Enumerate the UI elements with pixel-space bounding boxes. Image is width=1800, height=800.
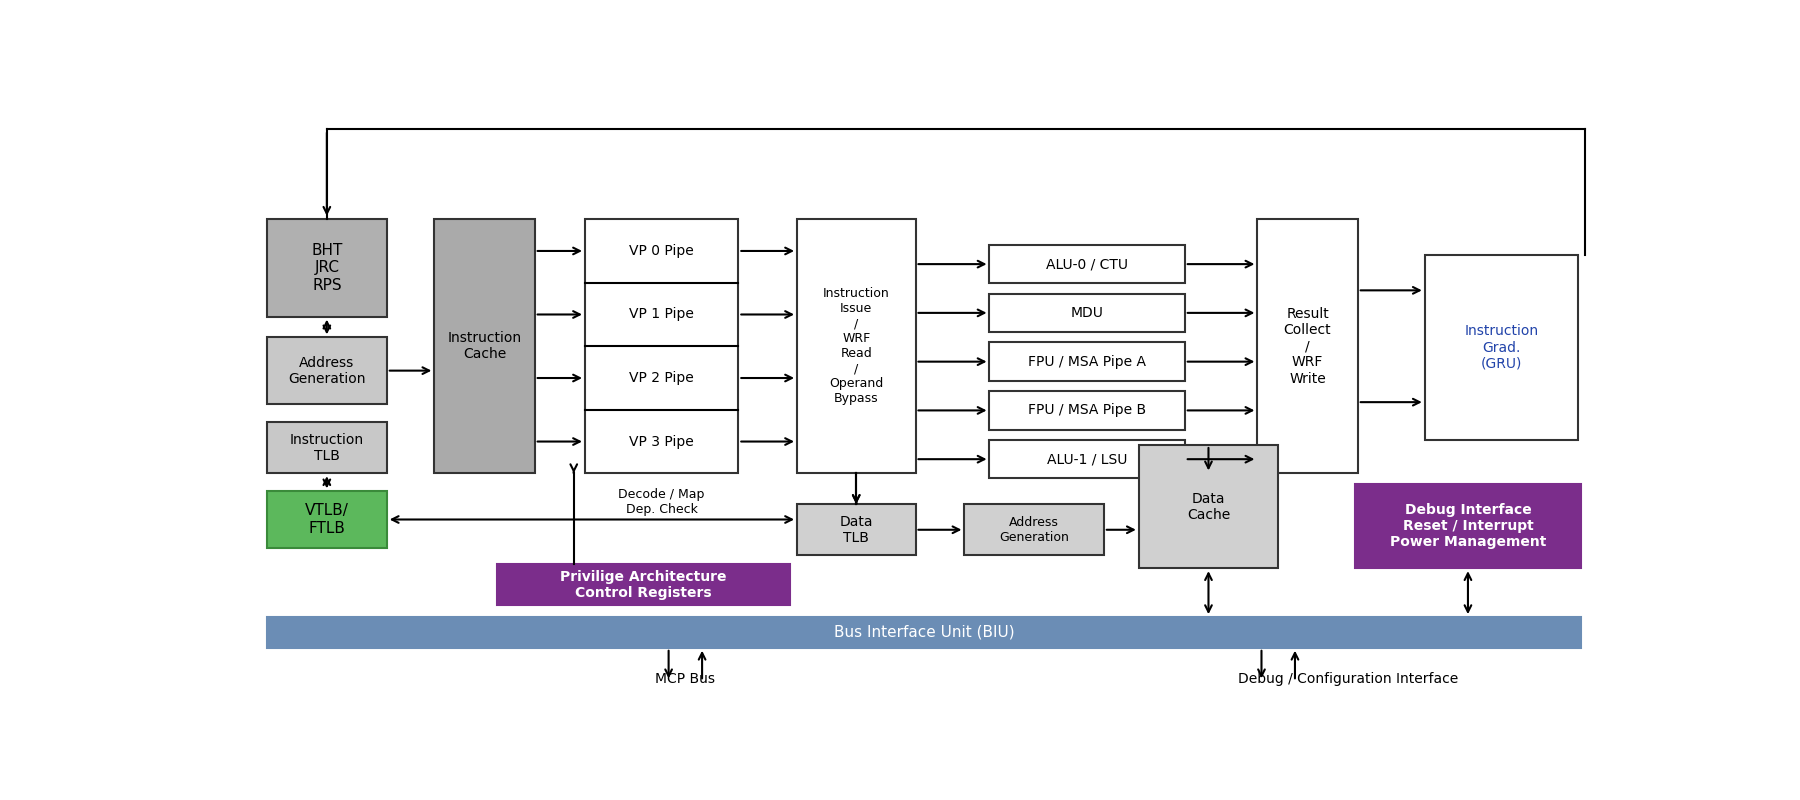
Text: BHT
JRC
RPS: BHT JRC RPS (311, 243, 342, 293)
Bar (585, 219, 738, 474)
Text: Decode / Map
Dep. Check: Decode / Map Dep. Check (619, 487, 706, 515)
Text: Address
Generation: Address Generation (999, 516, 1069, 544)
Bar (266, 219, 387, 317)
Bar (1139, 445, 1278, 568)
Text: Instruction
Grad.
(GRU): Instruction Grad. (GRU) (1465, 324, 1539, 370)
Text: Instruction
TLB: Instruction TLB (290, 433, 364, 462)
Text: Privilige Architecture
Control Registers: Privilige Architecture Control Registers (560, 570, 727, 600)
Bar (266, 422, 387, 474)
Bar (990, 391, 1184, 430)
Bar (497, 564, 790, 606)
Bar (965, 504, 1103, 555)
Text: Address
Generation: Address Generation (288, 355, 365, 386)
Bar (1426, 255, 1579, 440)
Text: ALU-0 / CTU: ALU-0 / CTU (1046, 257, 1129, 271)
Text: VP 2 Pipe: VP 2 Pipe (630, 371, 695, 385)
Text: Instruction
Issue
/
WRF
Read
/
Operand
Bypass: Instruction Issue / WRF Read / Operand B… (823, 287, 889, 406)
Bar (1355, 483, 1580, 568)
Bar (266, 491, 387, 548)
Text: Data
Cache: Data Cache (1186, 491, 1229, 522)
Text: MCP Bus: MCP Bus (655, 672, 715, 686)
Bar (990, 294, 1184, 332)
Bar (266, 338, 387, 404)
Text: VP 0 Pipe: VP 0 Pipe (630, 244, 695, 258)
Text: FPU / MSA Pipe B: FPU / MSA Pipe B (1028, 403, 1147, 418)
Bar (990, 440, 1184, 478)
Text: FPU / MSA Pipe A: FPU / MSA Pipe A (1028, 354, 1147, 369)
Text: Debug / Configuration Interface: Debug / Configuration Interface (1238, 672, 1458, 686)
Text: VP 1 Pipe: VP 1 Pipe (630, 307, 695, 322)
Bar (990, 342, 1184, 381)
Text: Bus Interface Unit (BIU): Bus Interface Unit (BIU) (833, 625, 1013, 640)
Bar (797, 504, 916, 555)
Text: Data
TLB: Data TLB (839, 514, 873, 545)
Text: Debug Interface
Reset / Interrupt
Power Management: Debug Interface Reset / Interrupt Power … (1390, 502, 1546, 549)
Bar (1256, 219, 1357, 474)
Bar (266, 617, 1580, 648)
Bar (797, 219, 916, 474)
Text: ALU-1 / LSU: ALU-1 / LSU (1048, 452, 1127, 466)
Text: Instruction
Cache: Instruction Cache (448, 331, 522, 362)
Bar (434, 219, 535, 474)
Text: VTLB/
FTLB: VTLB/ FTLB (304, 503, 349, 536)
Bar (990, 245, 1184, 283)
Text: VP 3 Pipe: VP 3 Pipe (630, 434, 695, 449)
Text: MDU: MDU (1071, 306, 1103, 320)
Text: Result
Collect
/
WRF
Write: Result Collect / WRF Write (1283, 307, 1332, 386)
